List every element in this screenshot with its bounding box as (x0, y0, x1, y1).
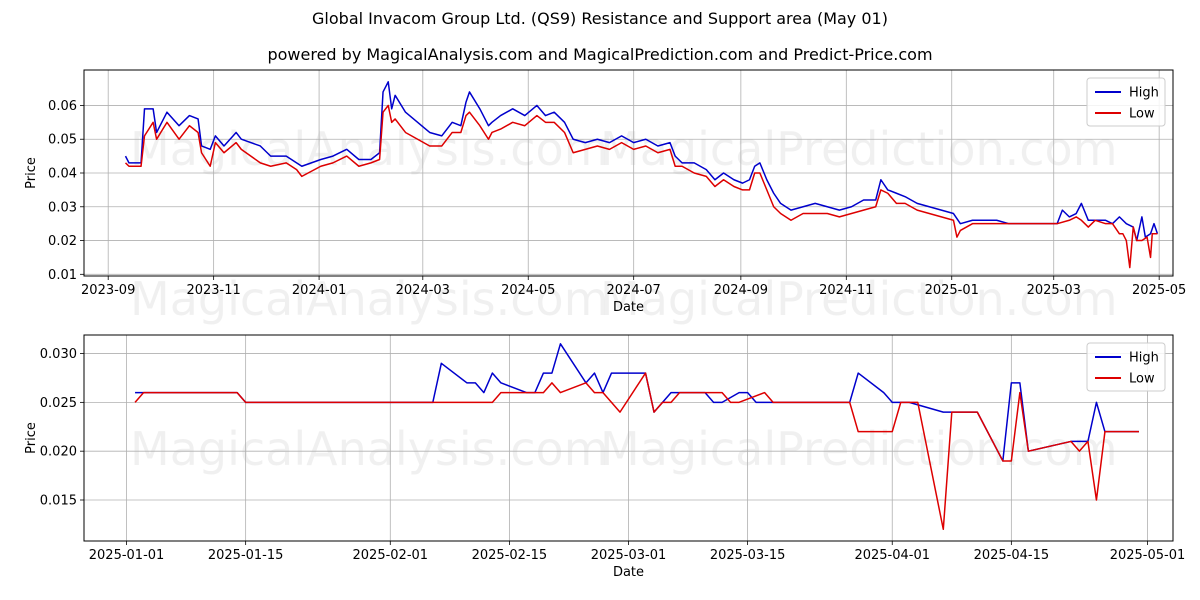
bottom-x-tick-label: 2025-03-01 (591, 548, 667, 563)
bottom-x-tick-label: 2025-04-01 (854, 548, 930, 563)
bottom-x-tick-label: 2025-01-01 (89, 548, 165, 563)
top-x-tick-label: 2023-11 (186, 283, 240, 298)
top-y-tick-label: 0.06 (48, 99, 77, 114)
bottom-y-axis-label: Price (24, 422, 39, 454)
top-x-tick-label: 2024-05 (501, 283, 555, 298)
bottom-x-tick-label: 2025-01-15 (208, 548, 284, 563)
plot-full-range: 2023-09 2023-11 2024-01 2024-03 2024-05 2024-… (24, 69, 1186, 315)
bottom-legend-label-high: High (1129, 351, 1159, 366)
top-legend-label-low: Low (1129, 107, 1155, 122)
watermark-top-left: MagicalAnalysis.com (130, 122, 609, 176)
bottom-x-tick-label: 2025-05-01 (1110, 548, 1186, 563)
chart-subtitle: powered by MagicalAnalysis.com and Magic… (267, 45, 933, 64)
plot-zoomed: 2025-01-01 2025-01-15 2025-02-01 2025-02-15… (24, 334, 1186, 580)
bottom-x-tick-label: 2025-02-01 (353, 548, 429, 563)
bottom-y-tick-label: 0.025 (40, 396, 77, 411)
top-x-tick-label: 2025-03 (1027, 283, 1081, 298)
top-y-tick-label: 0.05 (48, 133, 77, 148)
bottom-x-tick-label: 2025-02-15 (472, 548, 548, 563)
bottom-y-tick-label: 0.020 (40, 445, 77, 460)
bottom-y-tick-label: 0.030 (40, 347, 77, 362)
top-x-tick-label: 2024-03 (396, 283, 450, 298)
bottom-series-high-line (135, 343, 1139, 462)
top-x-tick-label: 2023-09 (81, 283, 135, 298)
watermark-mid-right: MagicalPrediction.com (600, 272, 1118, 326)
bottom-y-tick-label: 0.015 (40, 493, 77, 508)
top-y-tick-label: 0.01 (48, 268, 77, 283)
watermark-top-right: MagicalPrediction.com (600, 122, 1118, 176)
top-legend-label-high: High (1129, 86, 1159, 101)
top-y-tick-label: 0.03 (48, 200, 77, 215)
chart-title: Global Invacom Group Ltd. (QS9) Resistan… (312, 9, 888, 28)
top-series-low-line (124, 104, 1158, 269)
bottom-legend-label-low: Low (1129, 372, 1155, 387)
top-y-tick-label: 0.02 (48, 234, 77, 249)
watermark-bottom-left: MagicalAnalysis.com (130, 422, 609, 476)
bottom-axes-frame (83, 334, 1174, 542)
top-x-tick-label: 2025-01 (925, 283, 979, 298)
watermark-mid-left: MagicalAnalysis.com (130, 272, 609, 326)
bottom-x-axis-label: Date (613, 565, 644, 580)
top-x-tick-label: 2024-07 (607, 283, 661, 298)
top-x-tick-label: 2024-09 (714, 283, 768, 298)
top-axes-frame (83, 69, 1174, 277)
top-y-axis-label: Price (24, 157, 39, 189)
top-x-tick-label: 2024-01 (292, 283, 346, 298)
top-x-tick-label: 2025-05 (1132, 283, 1186, 298)
bottom-x-tick-label: 2025-04-15 (974, 548, 1050, 563)
top-x-axis-label: Date (613, 300, 644, 315)
top-y-tick-label: 0.04 (48, 167, 77, 182)
top-x-tick-label: 2024-11 (819, 283, 873, 298)
bottom-x-tick-label: 2025-03-15 (710, 548, 786, 563)
bottom-series-low-line (134, 372, 1139, 531)
